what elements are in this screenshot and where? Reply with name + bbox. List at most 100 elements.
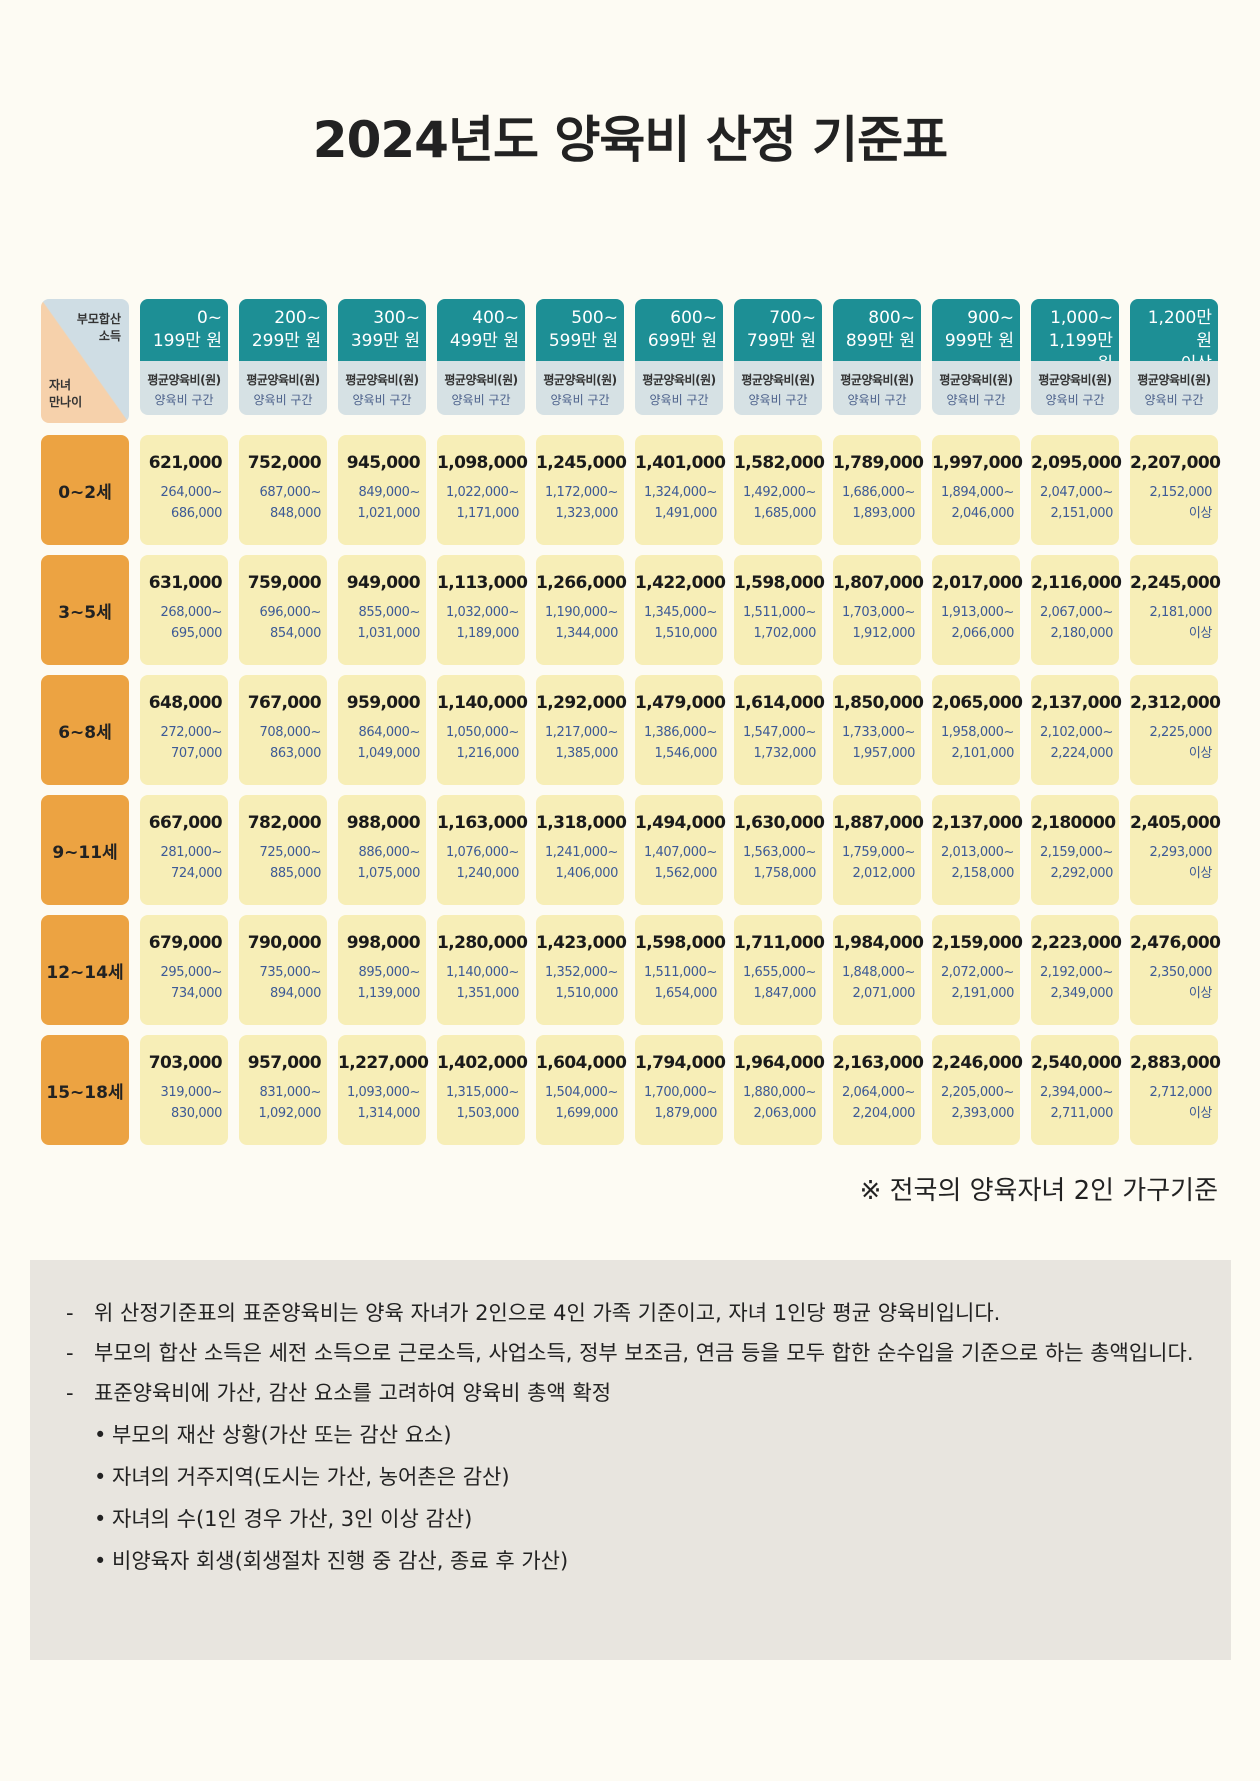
average-amount: 2,223,000 [1031,933,1122,953]
table-cell: 988,000 886,000~ 1,075,000 [338,795,426,905]
subheader-avg-label: 평균양육비(원) [741,373,815,387]
table-cell: 1,401,000 1,324,000~ 1,491,000 [635,435,726,545]
average-amount: 1,266,000 [536,573,627,593]
table-cell: 1,711,000 1,655,000~ 1,847,000 [734,915,825,1025]
average-amount: 1,402,000 [437,1053,528,1073]
table-cell: 2,137,000 2,102,000~ 2,224,000 [1031,675,1122,785]
average-amount: 957,000 [247,1053,322,1073]
column-subheader: 평균양육비(원) 양육비 구간 [734,361,822,415]
table-cell: 1,163,000 1,076,000~ 1,240,000 [437,795,528,905]
subheader-range-label: 양육비 구간 [946,393,1006,407]
table-cell: 1,423,000 1,352,000~ 1,510,000 [536,915,627,1025]
average-amount: 998,000 [346,933,421,953]
table-cell: 1,964,000 1,880,000~ 2,063,000 [734,1035,825,1145]
average-amount: 790,000 [247,933,322,953]
subheader-avg-label: 평균양육비(원) [840,373,914,387]
average-amount: 1,292,000 [536,693,627,713]
average-amount: 1,113,000 [437,573,528,593]
table-cell: 2,017,000 1,913,000~ 2,066,000 [932,555,1023,665]
average-amount: 1,140,000 [437,693,528,713]
table-cell: 1,227,000 1,093,000~ 1,314,000 [338,1035,429,1145]
bullet-item: • 부모의 재산 상황(가산 또는 감산 요소) [94,1423,452,1447]
average-amount: 988,000 [346,813,421,833]
average-amount: 2,180000 [1031,813,1116,833]
amount-range: 1,700,000~ 1,879,000 [643,1085,717,1121]
table-cell: 2,883,000 2,712,000 이상 [1130,1035,1221,1145]
table-cell: 782,000 725,000~ 885,000 [239,795,327,905]
average-amount: 2,540,000 [1031,1053,1122,1073]
subheader-range-label: 양육비 구간 [451,393,511,407]
average-amount: 782,000 [247,813,322,833]
amount-range: 864,000~ 1,049,000 [357,725,420,761]
average-amount: 2,245,000 [1130,573,1221,593]
average-amount: 1,887,000 [833,813,924,833]
amount-range: 1,686,000~ 1,893,000 [841,485,915,521]
average-amount: 1,614,000 [734,693,825,713]
table-cell: 1,604,000 1,504,000~ 1,699,000 [536,1035,627,1145]
average-amount: 1,318,000 [536,813,627,833]
income-bracket-header: 0~ 199만 원 [140,299,228,361]
amount-range: 1,032,000~ 1,189,000 [445,605,519,641]
average-amount: 1,711,000 [734,933,825,953]
table-corner-header: 부모합산 소득 자녀 만나이 [41,299,129,423]
amount-range: 2,293,000 이상 [1149,845,1212,881]
table-cell: 949,000 855,000~ 1,031,000 [338,555,426,665]
income-bracket-header: 900~ 999만 원 [932,299,1020,361]
amount-range: 295,000~ 734,000 [160,965,223,1001]
average-amount: 2,246,000 [932,1053,1023,1073]
child-support-table: 부모합산 소득 자녀 만나이 0~ 199만 원 200~ 299만 원 300~ … [41,299,1221,1145]
subheader-avg-label: 평균양육비(원) [246,373,320,387]
table-cell: 679,000 295,000~ 734,000 [140,915,228,1025]
amount-range: 2,394,000~ 2,711,000 [1039,1085,1113,1121]
column-subheader: 평균양육비(원) 양육비 구간 [338,361,426,415]
average-amount: 1,598,000 [734,573,825,593]
average-amount: 1,604,000 [536,1053,627,1073]
age-group-label: 12~14세 [41,915,129,1025]
amount-range: 2,067,000~ 2,180,000 [1039,605,1113,641]
table-cell: 1,582,000 1,492,000~ 1,685,000 [734,435,825,545]
average-amount: 759,000 [247,573,322,593]
table-cell: 998,000 895,000~ 1,139,000 [338,915,426,1025]
amount-range: 2,159,000~ 2,292,000 [1039,845,1113,881]
amount-range: 1,894,000~ 2,046,000 [940,485,1014,521]
amount-range: 1,547,000~ 1,732,000 [742,725,816,761]
average-amount: 949,000 [346,573,421,593]
table-cell: 1,614,000 1,547,000~ 1,732,000 [734,675,825,785]
average-amount: 1,423,000 [536,933,627,953]
table-cell: 957,000 831,000~ 1,092,000 [239,1035,327,1145]
average-amount: 1,807,000 [833,573,924,593]
table-cell: 1,098,000 1,022,000~ 1,171,000 [437,435,528,545]
amount-range: 2,152,000 이상 [1149,485,1212,521]
amount-range: 708,000~ 863,000 [259,725,322,761]
average-amount: 767,000 [247,693,322,713]
average-amount: 2,065,000 [932,693,1023,713]
amount-range: 696,000~ 854,000 [259,605,322,641]
average-amount: 2,312,000 [1130,693,1221,713]
income-bracket-header: 800~ 899만 원 [833,299,921,361]
table-cell: 1,807,000 1,703,000~ 1,912,000 [833,555,924,665]
age-group-label: 0~2세 [41,435,129,545]
amount-range: 1,655,000~ 1,847,000 [742,965,816,1001]
table-cell: 2,095,000 2,047,000~ 2,151,000 [1031,435,1122,545]
average-amount: 2,137,000 [932,813,1023,833]
age-group-label: 9~11세 [41,795,129,905]
amount-range: 1,352,000~ 1,510,000 [544,965,618,1001]
amount-range: 2,712,000 이상 [1149,1085,1212,1121]
amount-range: 2,013,000~ 2,158,000 [940,845,1014,881]
amount-range: 272,000~ 707,000 [160,725,223,761]
amount-range: 2,181,000 이상 [1149,605,1212,641]
table-cell: 2,223,000 2,192,000~ 2,349,000 [1031,915,1122,1025]
amount-range: 268,000~ 695,000 [160,605,223,641]
income-bracket-header: 1,000~ 1,199만 원 [1031,299,1119,374]
income-bracket-header: 500~ 599만 원 [536,299,624,361]
amount-range: 1,345,000~ 1,510,000 [643,605,717,641]
table-cell: 2,116,000 2,067,000~ 2,180,000 [1031,555,1122,665]
table-cell: 959,000 864,000~ 1,049,000 [338,675,426,785]
subheader-range-label: 양육비 구간 [253,393,313,407]
average-amount: 667,000 [148,813,223,833]
subheader-range-label: 양육비 구간 [550,393,610,407]
note-item: -위 산정기준표의 표준양육비는 양육 자녀가 2인으로 4인 가족 기준이고,… [66,1301,1001,1325]
amount-range: 319,000~ 830,000 [160,1085,223,1121]
amount-range: 281,000~ 724,000 [160,845,223,881]
table-cell: 1,850,000 1,733,000~ 1,957,000 [833,675,924,785]
